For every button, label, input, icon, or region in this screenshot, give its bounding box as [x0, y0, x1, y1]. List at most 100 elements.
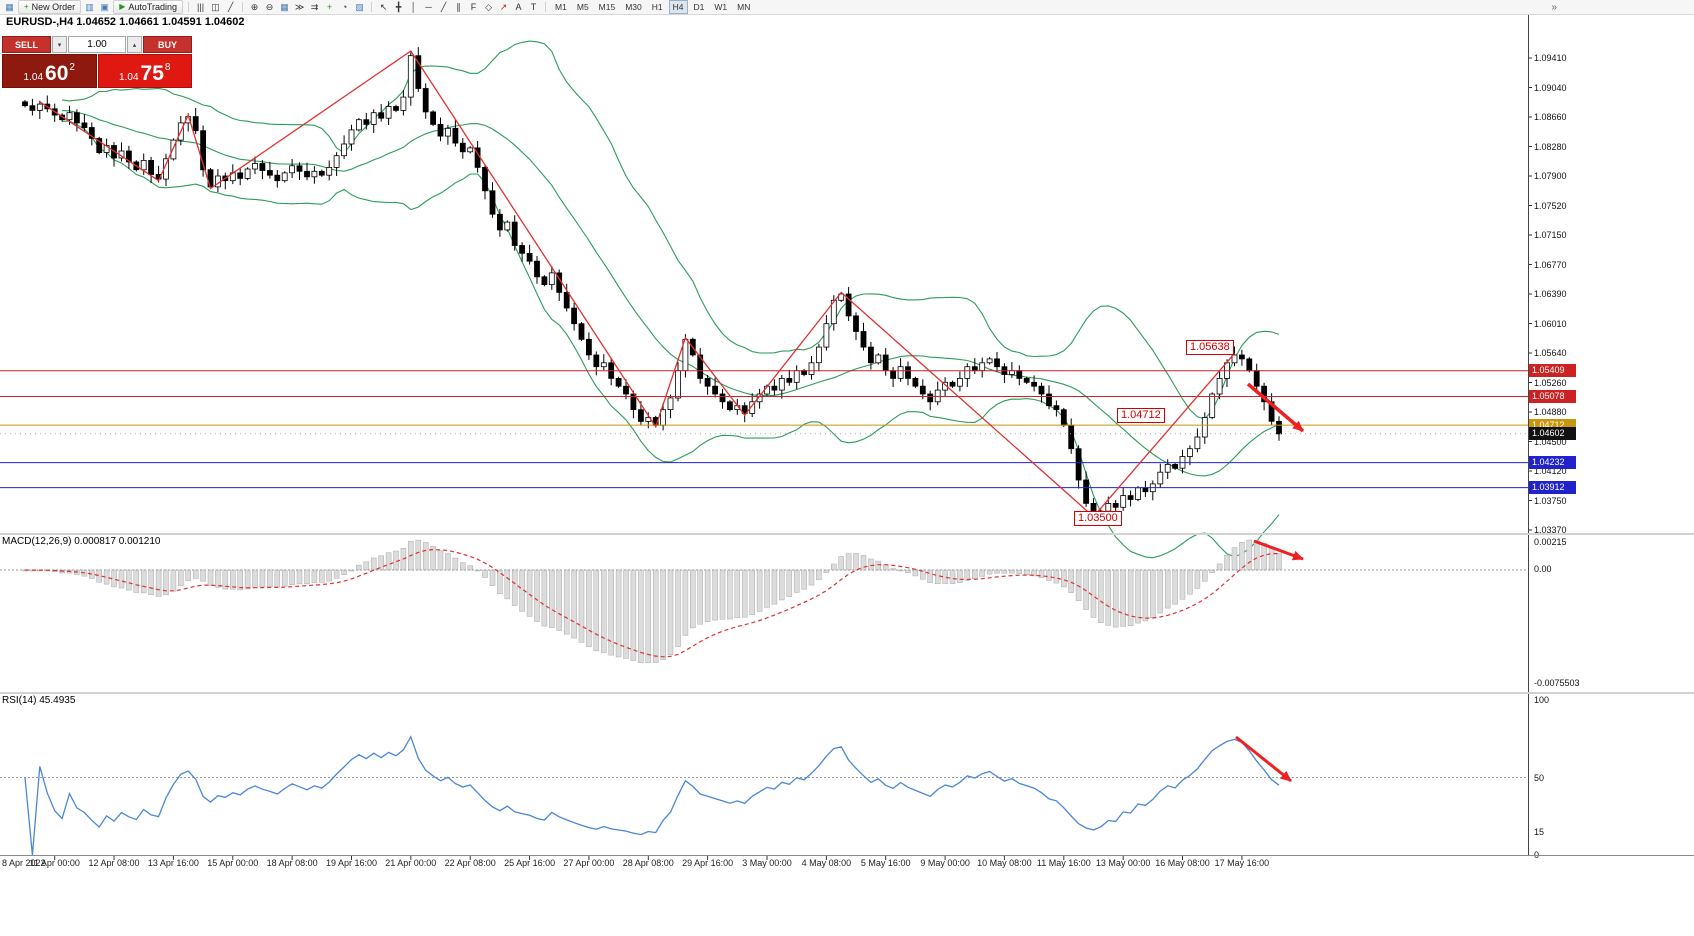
timeframe-w1[interactable]: W1 — [714, 2, 728, 12]
time-label: 4 May 08:00 — [801, 858, 852, 868]
price-tick-label: 1.06010 — [1534, 318, 1567, 329]
one-click-top-row: SELL ▾ ▴ BUY — [2, 36, 192, 53]
price-tick-label: 1.07150 — [1534, 230, 1567, 240]
arrows-icon[interactable]: ↗ — [499, 1, 508, 12]
price-callout[interactable]: 1.04712 — [1117, 408, 1165, 423]
volume-increase-button[interactable]: ▴ — [127, 36, 142, 53]
toolbar-separator — [545, 2, 547, 12]
trend-arrow-main[interactable] — [1246, 382, 1305, 433]
indicators-icon[interactable]: + — [326, 2, 333, 12]
candlestick-chart-icon[interactable]: ◫ — [211, 1, 220, 12]
tile-windows-icon[interactable]: ▦ — [280, 1, 289, 12]
time-label: 25 Apr 16:00 — [504, 858, 556, 868]
periods-icon[interactable]: ◔ — [341, 2, 348, 12]
timeframe-mn[interactable]: MN — [737, 2, 751, 12]
autotrading-play-icon: ▶ — [119, 2, 126, 11]
timeframe-m30[interactable]: M30 — [625, 2, 642, 12]
trend-arrow-macd[interactable] — [1253, 539, 1304, 561]
price-tick-label: 1.08280 — [1534, 141, 1567, 152]
new-order-icon: + — [24, 2, 29, 11]
macd-histogram — [0, 539, 1528, 663]
crosshair-icon[interactable]: ╋ — [395, 1, 402, 12]
time-label: 13 Apr 16:00 — [147, 858, 199, 868]
rsi-axis-label: 50 — [1534, 772, 1545, 783]
buy-price-big: 75 — [140, 62, 164, 86]
trendline-icon[interactable]: ╱ — [440, 1, 447, 12]
price-tick-label: 1.04880 — [1534, 407, 1567, 417]
time-label: 5 May 16:00 — [860, 858, 911, 868]
timeframe-h4[interactable]: H4 — [668, 0, 688, 14]
autotrading-button-label: AutoTrading — [128, 2, 178, 12]
bar-chart-icon[interactable]: ||| — [197, 2, 205, 12]
charts-window-icon[interactable]: ▥ — [85, 1, 94, 12]
panel-separator-rsi[interactable] — [0, 692, 1694, 694]
chart-title: EURUSD-,H4 1.04652 1.04661 1.04591 1.046… — [6, 16, 245, 28]
timeframe-m5[interactable]: M5 — [576, 2, 589, 12]
panel-separator-macd[interactable] — [0, 533, 1694, 535]
sell-button[interactable]: SELL — [2, 36, 51, 53]
new-chart-icon[interactable]: ▦ — [5, 1, 14, 12]
text-label-icon[interactable]: T — [530, 2, 537, 12]
price-tick-label: 1.04120 — [1534, 466, 1567, 476]
fibonacci-icon[interactable]: F — [470, 2, 477, 12]
volume-input[interactable] — [68, 36, 126, 53]
text-icon[interactable]: A — [515, 2, 522, 12]
timeframe-m1[interactable]: M1 — [555, 2, 567, 12]
one-click-trading-widget: SELL ▾ ▴ BUY 1.04 60 2 1.04 75 8 — [2, 36, 192, 88]
auto-scroll-icon[interactable]: ≫ — [294, 1, 305, 12]
line-chart-icon[interactable]: ╱ — [227, 1, 234, 12]
cursor-icon[interactable]: ↖ — [379, 1, 388, 12]
macd-axis-label: 0.00215 — [1534, 537, 1567, 547]
volume-decrease-button[interactable]: ▾ — [52, 36, 67, 53]
buy-price-button[interactable]: 1.04 75 8 — [97, 54, 192, 88]
templates-icon[interactable]: ▨ — [355, 1, 364, 12]
zoom-in-icon[interactable]: ⊕ — [250, 1, 259, 12]
time-label: 17 May 16:00 — [1214, 858, 1270, 868]
candles — [22, 47, 1282, 522]
price-tick-label: 1.08660 — [1534, 112, 1567, 122]
time-label: 10 May 08:00 — [977, 858, 1032, 868]
timeframe-h1[interactable]: H1 — [651, 2, 663, 12]
timeframe-d1[interactable]: D1 — [693, 2, 705, 12]
toolbar-overflow-icon[interactable]: » — [1551, 1, 1557, 13]
price-callout[interactable]: 1.05638 — [1186, 340, 1234, 355]
time-label: 19 Apr 16:00 — [325, 858, 378, 868]
chart-shift-icon[interactable]: ⇉ — [310, 1, 319, 12]
channel-icon[interactable]: ∥ — [456, 1, 461, 12]
vertical-line-icon[interactable]: │ — [410, 2, 417, 12]
zigzag-line — [39, 50, 1235, 518]
one-click-price-row: 1.04 60 2 1.04 75 8 — [2, 54, 192, 88]
bollinger-middle — [62, 110, 1280, 477]
buy-button[interactable]: BUY — [143, 36, 192, 53]
new-order-button[interactable]: + New Order — [18, 0, 82, 14]
horizontal-line-icon[interactable]: ─ — [425, 2, 432, 12]
price-callout[interactable]: 1.03500 — [1074, 511, 1122, 526]
timeframe-m15[interactable]: M15 — [598, 2, 616, 12]
toolbar-separator — [371, 2, 373, 12]
time-label: 27 Apr 00:00 — [563, 858, 615, 868]
sell-price-prefix: 1.04 — [23, 72, 44, 83]
price-tag: 1.03912 — [1529, 481, 1576, 495]
rsi-axis-label: 15 — [1534, 826, 1545, 837]
profiles-icon[interactable]: ▣ — [100, 1, 109, 12]
price-tick-label: 1.07900 — [1534, 171, 1567, 181]
price-tick-label: 1.05640 — [1534, 348, 1567, 358]
bollinger-bands — [62, 40, 1280, 559]
trend-arrow-rsi[interactable] — [1235, 735, 1292, 783]
sell-price-big: 60 — [45, 62, 69, 86]
time-label: 28 Apr 08:00 — [622, 858, 674, 868]
autotrading-button[interactable]: ▶ AutoTrading — [113, 0, 184, 14]
rsi-label: RSI(14) 45.4935 — [2, 695, 76, 706]
shapes-icon[interactable]: ◇ — [485, 1, 492, 12]
time-label: 22 Apr 08:00 — [444, 858, 496, 868]
bollinger-lower — [62, 120, 1280, 559]
toolbar-separator — [188, 2, 190, 12]
macd-axis-label: 0.00 — [1534, 564, 1552, 574]
price-tick-label: 1.03370 — [1534, 525, 1567, 535]
zoom-out-icon[interactable]: ⊖ — [265, 1, 274, 12]
sell-price-sup: 2 — [69, 62, 75, 73]
sell-price-button[interactable]: 1.04 60 2 — [2, 54, 97, 88]
macd-axis-label: -0.0075503 — [1534, 678, 1580, 688]
